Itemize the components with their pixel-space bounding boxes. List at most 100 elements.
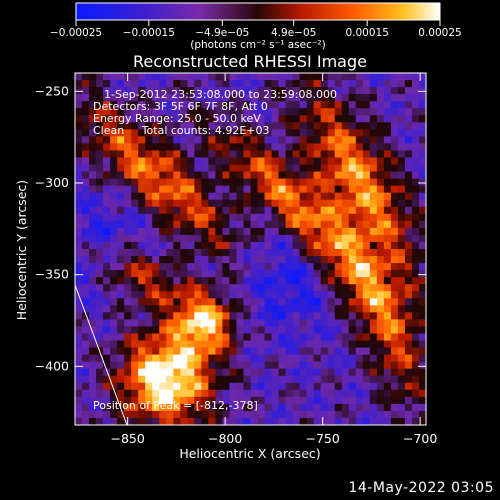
heatmap-cell bbox=[264, 368, 273, 377]
heatmap-cell bbox=[369, 80, 378, 88]
heatmap-cell bbox=[166, 101, 174, 109]
heatmap-cell bbox=[89, 403, 97, 412]
plot-title: Reconstructed RHESSI Image bbox=[133, 52, 367, 71]
heatmap-cell bbox=[362, 178, 371, 187]
heatmap-cell bbox=[201, 417, 209, 425]
heatmap-cell bbox=[208, 199, 216, 208]
heatmap-cell bbox=[138, 115, 146, 123]
heatmap-cell bbox=[194, 101, 202, 109]
heatmap-cell bbox=[348, 263, 357, 271]
annotation-clean-counts: Clean Total counts: 4.92E+03 bbox=[93, 124, 270, 137]
heatmap-cell bbox=[229, 108, 238, 116]
heatmap-cell bbox=[320, 213, 329, 222]
heatmap-cell bbox=[362, 192, 371, 201]
heatmap-cell bbox=[208, 389, 216, 398]
heatmap-cell bbox=[369, 284, 378, 292]
heatmap-cell bbox=[334, 178, 343, 187]
heatmap-cell bbox=[117, 256, 125, 264]
heatmap-cell bbox=[299, 227, 308, 236]
heatmap-cell bbox=[278, 256, 287, 264]
heatmap-cell bbox=[355, 164, 364, 173]
heatmap-cell bbox=[257, 220, 266, 229]
heatmap-cell bbox=[341, 326, 350, 335]
heatmap-cell bbox=[110, 122, 118, 130]
heatmap-cell bbox=[250, 319, 259, 328]
heatmap-cell bbox=[292, 410, 301, 419]
heatmap-cell bbox=[82, 368, 90, 377]
heatmap-cell bbox=[138, 108, 146, 116]
heatmap-cell bbox=[243, 129, 252, 137]
heatmap-cell bbox=[383, 73, 392, 81]
heatmap-cell bbox=[236, 389, 245, 398]
heatmap-cell bbox=[313, 213, 322, 222]
heatmap-cell bbox=[383, 312, 392, 320]
heatmap-cell bbox=[75, 319, 83, 328]
heatmap-cell bbox=[117, 213, 125, 222]
heatmap-cell bbox=[348, 213, 357, 222]
heatmap-cell bbox=[229, 171, 238, 180]
heatmap-cell bbox=[180, 80, 188, 88]
heatmap-cell bbox=[285, 396, 294, 405]
heatmap-cell bbox=[180, 241, 188, 250]
heatmap-cell bbox=[145, 213, 153, 222]
heatmap-cell bbox=[292, 361, 301, 370]
heatmap-cell bbox=[229, 101, 238, 109]
heatmap-cell bbox=[124, 347, 132, 356]
heatmap-cell bbox=[236, 150, 245, 159]
heatmap-cell bbox=[285, 136, 294, 144]
heatmap-cell bbox=[341, 298, 350, 306]
heatmap-cell bbox=[180, 213, 188, 222]
heatmap-cell bbox=[243, 241, 252, 250]
heatmap-cell bbox=[194, 396, 202, 405]
heatmap-cell bbox=[264, 319, 273, 328]
heatmap-cell bbox=[166, 340, 174, 349]
heatmap-cell bbox=[82, 312, 90, 320]
heatmap-cell bbox=[180, 396, 188, 405]
heatmap-cell bbox=[208, 220, 216, 229]
heatmap-cell bbox=[222, 417, 231, 425]
heatmap-cell bbox=[236, 312, 245, 320]
heatmap-cell bbox=[236, 234, 245, 243]
heatmap-cell bbox=[418, 171, 426, 180]
heatmap-cell bbox=[327, 115, 336, 123]
heatmap-cell bbox=[201, 234, 209, 243]
heatmap-cell bbox=[306, 340, 315, 349]
heatmap-cell bbox=[313, 94, 322, 102]
heatmap-cell bbox=[257, 305, 266, 313]
heatmap-cell bbox=[418, 122, 426, 130]
heatmap-cell bbox=[285, 157, 294, 166]
heatmap-cell bbox=[411, 333, 420, 342]
heatmap-cell bbox=[180, 256, 188, 264]
heatmap-cell bbox=[89, 164, 97, 173]
heatmap-cell bbox=[222, 291, 231, 299]
heatmap-cell bbox=[152, 206, 160, 215]
heatmap-cell bbox=[103, 87, 111, 95]
heatmap-cell bbox=[187, 263, 195, 271]
heatmap-cell bbox=[369, 270, 378, 278]
heatmap-cell bbox=[117, 178, 125, 187]
heatmap-cell bbox=[96, 375, 104, 384]
heatmap-cell bbox=[208, 185, 216, 194]
heatmap-cell bbox=[404, 417, 413, 425]
heatmap-cell bbox=[271, 115, 280, 123]
heatmap-cell bbox=[418, 199, 426, 208]
heatmap-cell bbox=[124, 270, 132, 278]
heatmap-cell bbox=[341, 171, 350, 180]
heatmap-cell bbox=[327, 143, 336, 152]
heatmap-cell bbox=[278, 284, 287, 292]
heatmap-cell bbox=[250, 129, 259, 137]
heatmap-cell bbox=[299, 298, 308, 306]
heatmap-cell bbox=[145, 326, 153, 335]
heatmap-cell bbox=[89, 354, 97, 363]
heatmap-cell bbox=[390, 115, 399, 123]
heatmap-cell bbox=[348, 157, 357, 166]
heatmap-cell bbox=[159, 157, 167, 166]
heatmap-cell bbox=[257, 389, 266, 398]
heatmap-cell bbox=[278, 305, 287, 313]
heatmap-cell bbox=[96, 389, 104, 398]
heatmap-cell bbox=[257, 143, 266, 152]
heatmap-cell bbox=[404, 234, 413, 243]
heatmap-cell bbox=[320, 220, 329, 229]
heatmap-cell bbox=[376, 354, 385, 363]
heatmap-cell bbox=[411, 256, 420, 264]
